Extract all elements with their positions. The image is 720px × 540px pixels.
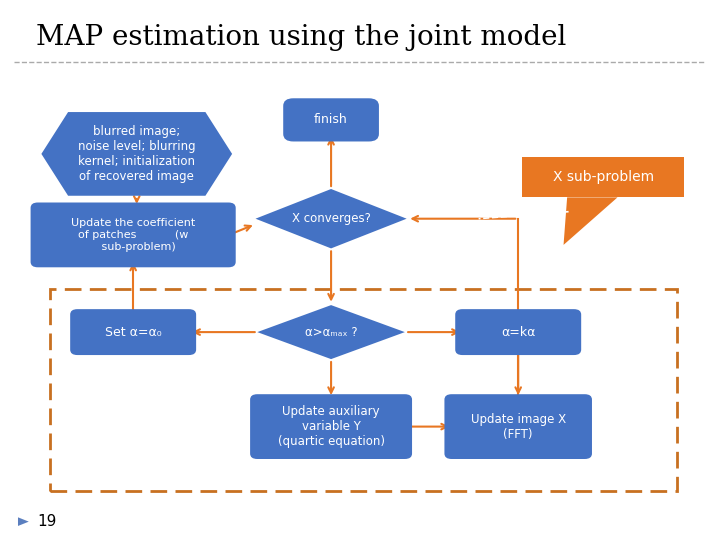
FancyBboxPatch shape: [444, 394, 592, 459]
Polygon shape: [257, 305, 405, 359]
FancyBboxPatch shape: [522, 157, 684, 197]
Text: Set α=α₀: Set α=α₀: [105, 326, 161, 339]
Polygon shape: [256, 189, 407, 248]
Text: α=kα: α=kα: [501, 326, 536, 339]
FancyBboxPatch shape: [70, 309, 196, 355]
Text: X sub-problem: X sub-problem: [552, 170, 654, 184]
FancyBboxPatch shape: [250, 394, 412, 459]
Text: finish: finish: [314, 113, 348, 126]
FancyBboxPatch shape: [455, 309, 581, 355]
Polygon shape: [18, 517, 29, 526]
Text: Update auxiliary
variable Y
(quartic equation): Update auxiliary variable Y (quartic equ…: [278, 405, 384, 448]
Text: Update image X
(FFT): Update image X (FFT): [471, 413, 566, 441]
FancyBboxPatch shape: [30, 202, 235, 267]
Polygon shape: [564, 197, 618, 245]
Text: Update the coefficient
of patches           (w
   sub-problem): Update the coefficient of patches (w sub…: [71, 218, 195, 252]
Text: X converges?: X converges?: [292, 212, 371, 225]
Text: MAP estimation using the joint model: MAP estimation using the joint model: [36, 24, 567, 51]
Text: 19: 19: [37, 514, 57, 529]
FancyBboxPatch shape: [283, 98, 379, 141]
Text: α>αₘₐₓ ?: α>αₘₐₓ ?: [305, 326, 357, 339]
Text: blurred image;
noise level; blurring
kernel; initialization
of recovered image: blurred image; noise level; blurring ker…: [78, 125, 196, 183]
Polygon shape: [41, 112, 232, 195]
